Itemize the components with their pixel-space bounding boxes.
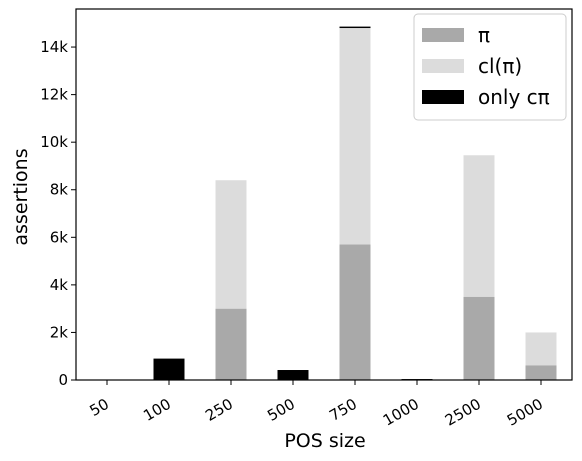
- x-tick-label: 750: [326, 395, 360, 425]
- y-axis-title: assertions: [10, 148, 32, 245]
- bar-250-series-1: [215, 180, 247, 309]
- y-tick-label: 4k: [50, 276, 69, 294]
- bar-5000-series-1: [525, 332, 557, 366]
- bar-750-series-2: [339, 26, 371, 29]
- x-tick-label: 100: [140, 395, 174, 425]
- y-tick-label: 8k: [50, 181, 69, 199]
- y-tick-label: 2k: [50, 323, 69, 341]
- legend-swatch: [422, 28, 464, 42]
- y-tick-label: 14k: [40, 38, 68, 56]
- bar-250-series-0: [215, 308, 247, 380]
- bar-750-series-0: [339, 244, 371, 380]
- y-axis-ticks: 0 2k 4k 6k 8k 10k 12k 14k: [40, 38, 76, 389]
- bar-750-series-1: [339, 28, 371, 245]
- x-tick-label: 2500: [442, 395, 484, 430]
- x-tick-label: 250: [202, 395, 236, 425]
- axes: [75, 8, 573, 381]
- x-axis-ticks: 50 100 250 500 750 1000 2500 5000: [86, 380, 546, 430]
- legend-label: cl(π): [478, 54, 522, 78]
- x-tick-label: 50: [86, 395, 112, 420]
- bar-2500-series-0: [463, 296, 495, 380]
- legend-swatch: [422, 90, 464, 104]
- legend-swatch: [422, 59, 464, 73]
- bar-500-series-2: [277, 370, 309, 380]
- bars: [153, 26, 557, 380]
- x-tick-label: 5000: [504, 395, 546, 430]
- bar-5000-series-0: [525, 365, 557, 380]
- legend-label: only cπ: [478, 85, 550, 109]
- y-tick-label: 6k: [50, 228, 69, 246]
- y-tick-label: 0: [58, 371, 68, 389]
- plot-frame: [75, 8, 573, 381]
- legend: π cl(π) only cπ: [413, 13, 567, 121]
- x-tick-label: 1000: [380, 395, 422, 430]
- bar-2500-series-1: [463, 155, 495, 297]
- legend-label: π: [478, 23, 490, 47]
- y-tick-label: 12k: [40, 86, 68, 104]
- x-axis-title: POS size: [284, 430, 365, 452]
- bar-100-series-2: [153, 358, 185, 380]
- y-tick-label: 10k: [40, 133, 68, 151]
- x-tick-label: 500: [264, 395, 298, 425]
